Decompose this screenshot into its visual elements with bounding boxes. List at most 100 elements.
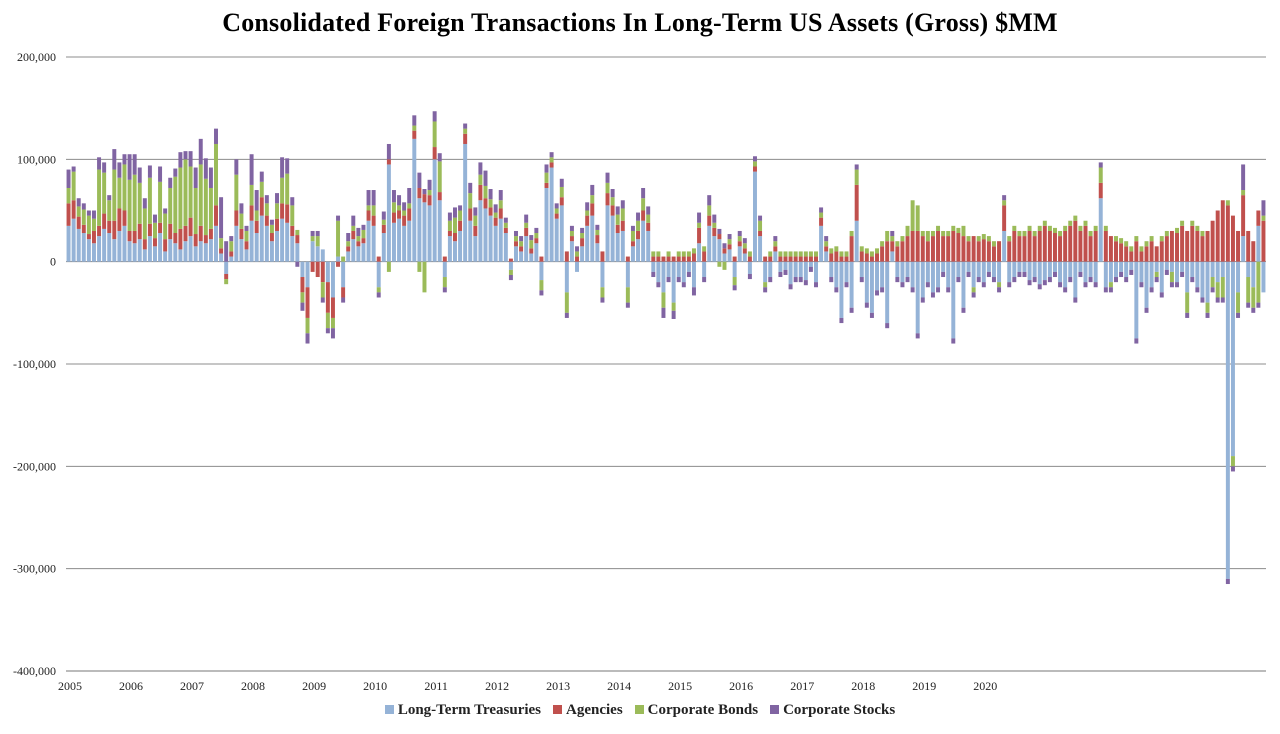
bar-segment-3 <box>1068 277 1073 283</box>
bar-segment-2 <box>234 174 239 211</box>
bar-segment-2 <box>707 205 712 216</box>
bar-segment-2 <box>997 282 1002 288</box>
bar-segment-3 <box>844 282 849 288</box>
bar-segment-0 <box>1042 261 1047 281</box>
bar-segment-3 <box>1215 297 1220 303</box>
bar-segment-2 <box>112 169 117 221</box>
bar-segment-1 <box>1200 236 1205 262</box>
bar-segment-1 <box>1154 246 1159 262</box>
bar-segment-1 <box>580 238 585 247</box>
bar-segment-1 <box>936 230 941 262</box>
bar-segment-3 <box>564 312 569 318</box>
bar-segment-0 <box>91 243 96 262</box>
bar-segment-1 <box>880 246 885 262</box>
bar-segment-1 <box>188 217 193 237</box>
bar-segment-3 <box>1144 307 1149 313</box>
bar-segment-0 <box>580 246 585 262</box>
bar-segment-3 <box>488 189 493 200</box>
bar-segment-0 <box>859 261 864 278</box>
bar-segment-2 <box>259 181 264 198</box>
bar-segment-0 <box>920 261 925 298</box>
bar-segment-1 <box>524 227 529 237</box>
bar-segment-1 <box>132 230 137 244</box>
bar-segment-1 <box>534 238 539 244</box>
bar-segment-3 <box>1246 302 1251 308</box>
bar-segment-2 <box>620 208 625 221</box>
bar-segment-0 <box>514 246 518 262</box>
bar-segment-3 <box>122 154 127 165</box>
bar-segment-0 <box>142 249 147 262</box>
bar-segment-2 <box>625 287 630 303</box>
bar-segment-3 <box>519 236 524 242</box>
bar-segment-0 <box>356 246 361 262</box>
bar-segment-1 <box>976 241 981 262</box>
bar-segment-2 <box>976 236 981 242</box>
bar-segment-2 <box>97 169 102 226</box>
bar-segment-3 <box>224 241 229 262</box>
bar-segment-0 <box>768 261 773 278</box>
bar-segment-1 <box>610 205 615 216</box>
bar-segment-3 <box>585 202 590 211</box>
bar-segment-2 <box>1159 236 1164 242</box>
bar-segment-3 <box>941 271 946 278</box>
bar-segment-2 <box>686 251 691 257</box>
bar-segment-1 <box>630 241 635 247</box>
bar-segment-2 <box>402 210 407 216</box>
bar-segment-0 <box>839 261 844 318</box>
bar-segment-0 <box>1200 261 1205 298</box>
bar-segment-0 <box>778 261 783 272</box>
bar-segment-0 <box>117 230 122 262</box>
bar-segment-3 <box>1134 338 1139 344</box>
bar-segment-3 <box>890 230 895 237</box>
bar-segment-3 <box>544 164 549 173</box>
bar-segment-2 <box>727 239 732 245</box>
bar-segment-3 <box>600 297 605 303</box>
bar-segment-1 <box>1058 236 1063 262</box>
bar-segment-3 <box>1149 287 1154 293</box>
bar-segment-1 <box>1139 251 1144 262</box>
bar-segment-0 <box>803 261 808 281</box>
bar-segment-1 <box>844 256 849 262</box>
bar-segment-2 <box>681 251 686 257</box>
bar-segment-3 <box>1251 307 1256 313</box>
bar-segment-2 <box>66 187 71 204</box>
bar-segment-0 <box>956 261 961 278</box>
bar-segment-2 <box>432 121 437 148</box>
bar-segment-3 <box>66 169 71 188</box>
x-tick-label: 2013 <box>546 679 570 693</box>
bar-segment-3 <box>1083 282 1088 288</box>
bar-segment-2 <box>163 213 168 240</box>
bar-segment-0 <box>478 200 483 262</box>
bar-segment-0 <box>676 261 681 278</box>
bar-segment-2 <box>1185 292 1190 313</box>
bar-segment-1 <box>112 220 117 240</box>
bar-segment-2 <box>351 225 356 231</box>
bar-segment-2 <box>219 238 224 249</box>
bar-segment-0 <box>880 261 885 288</box>
bar-segment-0 <box>615 233 620 262</box>
bar-segment-2 <box>158 181 163 223</box>
bar-segment-1 <box>859 251 864 262</box>
bar-segment-1 <box>585 215 590 226</box>
bar-segment-0 <box>280 218 285 262</box>
bar-segment-1 <box>1103 230 1108 262</box>
bar-segment-0 <box>1246 261 1251 278</box>
bar-segment-0 <box>875 261 879 291</box>
bar-segment-0 <box>620 230 625 262</box>
bar-segment-3 <box>1256 302 1261 308</box>
bar-segment-0 <box>941 261 946 272</box>
bar-segment-3 <box>483 170 488 186</box>
bar-segment-2 <box>753 161 757 167</box>
bar-segment-0 <box>1205 261 1210 303</box>
bar-segment-3 <box>691 287 696 296</box>
bar-segment-2 <box>778 251 783 257</box>
bar-segment-0 <box>453 241 457 262</box>
y-tick-label: -100,000 <box>13 357 56 371</box>
bar-segment-1 <box>478 184 483 201</box>
bar-segment-0 <box>76 228 81 262</box>
bar-segment-2 <box>224 279 229 285</box>
bar-segment-1 <box>519 246 524 252</box>
bar-segment-2 <box>905 225 910 237</box>
bar-segment-3 <box>834 287 839 293</box>
bar-segment-0 <box>595 243 600 262</box>
